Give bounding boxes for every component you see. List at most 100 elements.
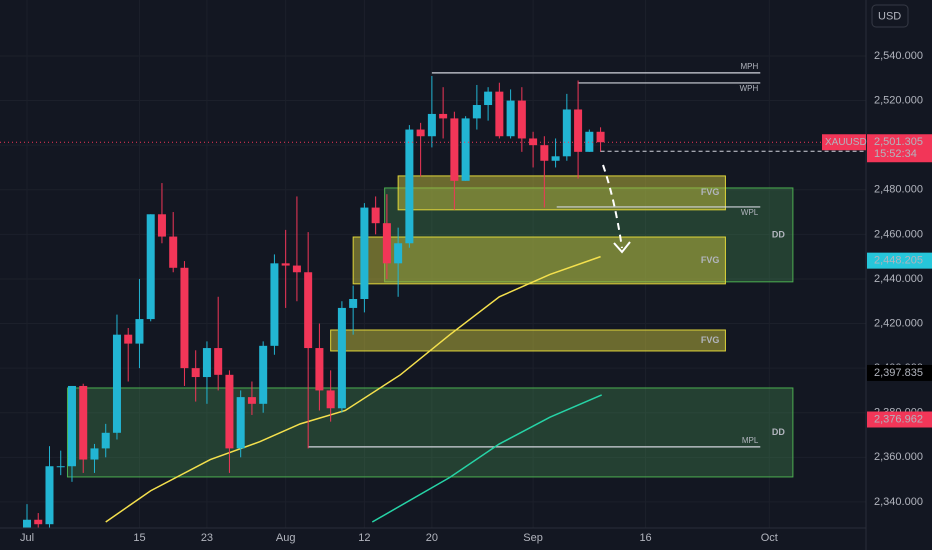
- candle-body: [315, 348, 324, 391]
- zone-label: FVG: [701, 187, 720, 197]
- candle-body: [349, 299, 358, 308]
- y-tick-label: 2,420.000: [874, 317, 923, 329]
- candle-body: [506, 100, 515, 137]
- candle-body: [562, 109, 571, 157]
- level-label: WPL: [741, 208, 759, 217]
- price-tag: [867, 364, 932, 381]
- price-tag-label: 2,376.962: [874, 413, 923, 425]
- symbol-label: XAUUSD: [825, 137, 867, 148]
- price-tag-label: 2,397.835: [874, 367, 923, 379]
- candle-body: [146, 214, 155, 320]
- candle-body: [202, 348, 211, 378]
- currency: USD: [878, 10, 901, 22]
- x-tick-label: Sep: [523, 532, 543, 544]
- candle-body: [450, 118, 459, 181]
- candle-body: [281, 263, 290, 266]
- y-tick-label: 2,480.000: [874, 184, 923, 196]
- candle-body: [394, 243, 403, 264]
- average-line: [371, 394, 602, 523]
- x-tick-label: 15: [133, 532, 145, 544]
- candle-body: [45, 466, 54, 525]
- candle-body: [360, 207, 369, 300]
- candle-body: [79, 385, 88, 460]
- candle-body: [191, 368, 200, 378]
- candle-body: [214, 348, 223, 375]
- candle-body: [101, 432, 110, 449]
- price-tag: [867, 411, 932, 428]
- currency-box[interactable]: [871, 4, 909, 28]
- x-tick-label: 20: [426, 532, 438, 544]
- candle-body: [405, 129, 414, 244]
- x-tick-label: 16: [639, 532, 651, 544]
- candle-body: [585, 131, 594, 152]
- candle-body: [180, 267, 189, 369]
- last-price-tag: [867, 134, 932, 163]
- zone-label: DD: [772, 427, 785, 437]
- candle-body: [225, 374, 234, 449]
- candle-body: [259, 345, 268, 404]
- candle-body: [439, 113, 448, 119]
- candle-body: [135, 319, 144, 344]
- candle-body: [551, 156, 560, 161]
- candle-body: [270, 263, 279, 346]
- x-tick-label: Oct: [761, 532, 778, 544]
- symbol-tag: [822, 134, 866, 151]
- candle-body: [112, 334, 121, 433]
- level-label: MPL: [742, 436, 759, 445]
- candle-body: [371, 207, 380, 224]
- candle-body: [517, 100, 526, 139]
- y-tick-label: 2,340.000: [874, 496, 923, 508]
- candle-body: [574, 109, 583, 152]
- y-tick-label: 2,440.000: [874, 273, 923, 285]
- candle-body: [495, 91, 504, 137]
- x-tick-label: 23: [201, 532, 213, 544]
- candle-body: [22, 519, 31, 528]
- price-tag: [867, 252, 932, 269]
- fvg-zone: [330, 329, 726, 352]
- candle-body: [461, 118, 470, 181]
- candle-body: [247, 397, 256, 404]
- price-tag-label: 2,448.205: [874, 255, 923, 267]
- x-tick-label: Jul: [20, 532, 34, 544]
- projection-arrow: [602, 164, 623, 249]
- last-price-label: 2,501.305: [874, 136, 923, 148]
- fvg-zone: [352, 236, 726, 285]
- plot: [0, 76, 866, 528]
- x-tick-label: 12: [358, 532, 370, 544]
- y-tick-label: 2,360.000: [874, 451, 923, 463]
- candle-body: [382, 223, 391, 264]
- zone-label: FVG: [701, 255, 720, 265]
- candle-body: [292, 265, 301, 273]
- candle-body: [472, 105, 481, 119]
- candle-body: [67, 385, 76, 467]
- candle-body: [90, 448, 99, 460]
- countdown: 15:52:34: [874, 148, 917, 160]
- candle-body: [427, 113, 436, 137]
- candle-body: [157, 214, 166, 237]
- candle-body: [540, 145, 549, 161]
- y-tick-label: 2,540.000: [874, 50, 923, 62]
- dd-zone: [66, 387, 794, 478]
- candle-body: [124, 334, 133, 344]
- y-tick-label: 2,520.000: [874, 94, 923, 106]
- zone-label: DD: [772, 229, 785, 239]
- candle-body: [304, 272, 313, 349]
- x-tick-label: Aug: [276, 532, 296, 544]
- candle-body: [236, 397, 245, 449]
- zone-label: FVG: [701, 335, 720, 345]
- candle-body: [326, 390, 335, 409]
- y-tick-label: 2,460.000: [874, 228, 923, 240]
- candle-body: [596, 131, 605, 143]
- candle-body: [169, 236, 178, 268]
- candle-body: [56, 466, 65, 468]
- candle-body: [529, 138, 538, 146]
- average-line: [105, 255, 601, 523]
- level-label: MPH: [740, 62, 758, 71]
- arrow-head: [613, 241, 631, 254]
- candle-body: [416, 129, 425, 137]
- fvg-zone: [397, 175, 726, 211]
- candle-body: [337, 307, 346, 409]
- candle-body: [484, 91, 493, 106]
